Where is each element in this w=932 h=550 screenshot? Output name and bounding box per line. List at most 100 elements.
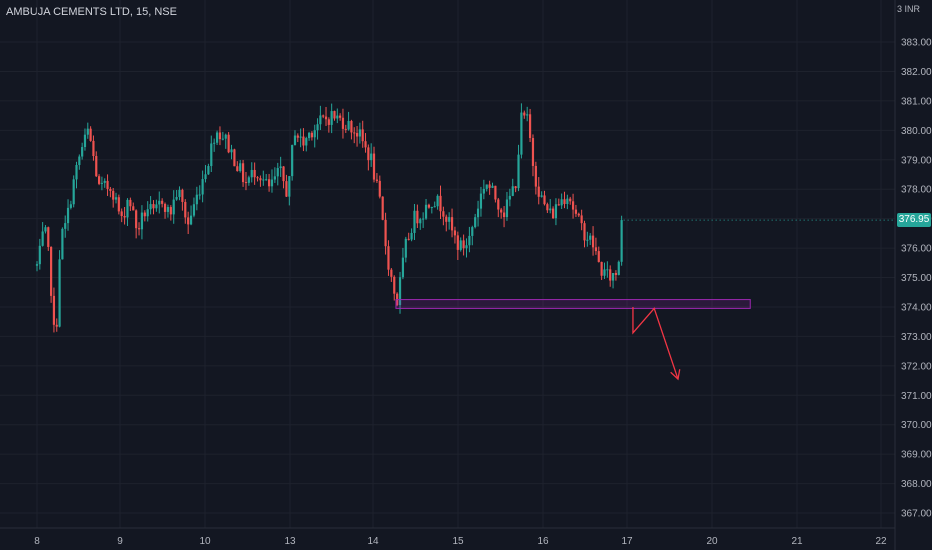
candle-body <box>109 188 112 191</box>
candle-body <box>146 209 149 217</box>
x-tick-label: 16 <box>537 536 549 547</box>
candle-body <box>313 130 316 138</box>
x-tick-label: 20 <box>706 536 718 547</box>
candle-body <box>293 135 297 146</box>
x-tick-label: 15 <box>452 536 464 547</box>
candle-body <box>336 115 339 119</box>
candle-body <box>370 153 373 161</box>
candle-body <box>355 133 359 137</box>
candle-body <box>597 251 600 262</box>
candle-body <box>381 196 384 220</box>
candle-body <box>537 186 540 197</box>
candle-body <box>126 199 129 218</box>
candle-body <box>230 149 233 153</box>
candle-body <box>158 200 161 205</box>
candle-body <box>106 180 109 189</box>
candle-body <box>591 235 595 248</box>
x-tick-label: 10 <box>199 536 211 547</box>
candle-body <box>497 199 500 210</box>
candle-body <box>479 193 483 209</box>
y-tick-label: 379.00 <box>901 155 932 166</box>
candle-body <box>140 212 144 230</box>
candle-body <box>327 119 330 125</box>
candle-body <box>586 239 589 241</box>
candle-body <box>319 115 322 125</box>
y-axis[interactable]: 367.00 368.00 369.00 370.00 371.00 372.00 373.… <box>894 0 932 550</box>
candle-body <box>422 218 425 220</box>
y-tick-label: 370.00 <box>901 420 932 431</box>
candle-body <box>92 140 95 157</box>
candle-body <box>253 169 256 178</box>
candle-body <box>341 117 345 129</box>
candle-body <box>50 246 53 296</box>
y-tick-label: 378.00 <box>901 185 932 196</box>
candle-body <box>410 232 413 240</box>
candle-body <box>143 212 146 217</box>
candle-body <box>427 204 431 208</box>
x-axis[interactable]: 8 9 10 13 14 15 16 17 20 21 22 <box>0 527 895 547</box>
candle-body <box>161 200 164 204</box>
candle-body <box>262 179 265 181</box>
candle-body <box>330 111 333 125</box>
candle-body <box>439 195 442 212</box>
candle-body <box>163 203 167 212</box>
candle-body <box>149 204 152 210</box>
candle-body <box>218 132 222 140</box>
candle-body <box>554 204 558 219</box>
candle-body <box>276 168 279 177</box>
candle-body <box>241 163 245 183</box>
candle-body <box>600 261 603 276</box>
candle-body <box>114 197 118 200</box>
candle-body <box>86 128 89 135</box>
candle-body <box>224 134 227 139</box>
candle-body <box>364 141 367 148</box>
candle-body <box>540 195 543 197</box>
candle-body <box>577 213 580 216</box>
candle-body <box>500 209 503 213</box>
candle-body <box>247 177 250 183</box>
candle-body <box>78 156 81 165</box>
candle-body <box>210 143 213 167</box>
projection-arrow-path[interactable] <box>632 306 679 380</box>
candle-body <box>66 207 70 224</box>
candle-body <box>58 259 61 327</box>
candle-body <box>64 223 67 229</box>
candle-body <box>491 185 494 188</box>
candle-body <box>123 216 126 218</box>
candle-body <box>81 147 84 157</box>
candle-body <box>75 164 78 180</box>
grid-lines <box>0 0 895 528</box>
candle-body <box>299 136 302 138</box>
candle-body <box>589 235 592 240</box>
candle-body <box>546 204 549 211</box>
candle-body <box>448 217 451 222</box>
candle-body <box>333 111 336 119</box>
candle-body <box>310 132 314 138</box>
candle-body <box>302 136 305 146</box>
candle-body <box>192 204 196 216</box>
candle-body <box>207 166 210 175</box>
y-tick-label: 376.00 <box>901 244 932 255</box>
candle-body <box>296 135 299 138</box>
candle-body <box>38 245 41 265</box>
candle-body <box>95 156 98 177</box>
candle-body <box>367 147 370 161</box>
candle-body <box>353 132 356 134</box>
candle-body <box>528 114 532 139</box>
candle-body <box>517 154 520 189</box>
candle-body <box>482 188 485 194</box>
candle-body <box>204 174 207 180</box>
candle-body <box>129 199 132 207</box>
candle-body <box>201 179 204 195</box>
candle-body <box>265 179 268 181</box>
candle-body <box>103 180 106 183</box>
y-tick-label: 382.00 <box>901 67 932 78</box>
candle-body <box>511 186 514 196</box>
y-tick-label: 380.00 <box>901 126 932 137</box>
candle-body <box>523 112 526 116</box>
support-zone-box[interactable] <box>395 299 751 309</box>
candle-body <box>178 189 181 198</box>
candle-body <box>236 166 239 172</box>
projection-arrow-layer <box>623 219 895 381</box>
